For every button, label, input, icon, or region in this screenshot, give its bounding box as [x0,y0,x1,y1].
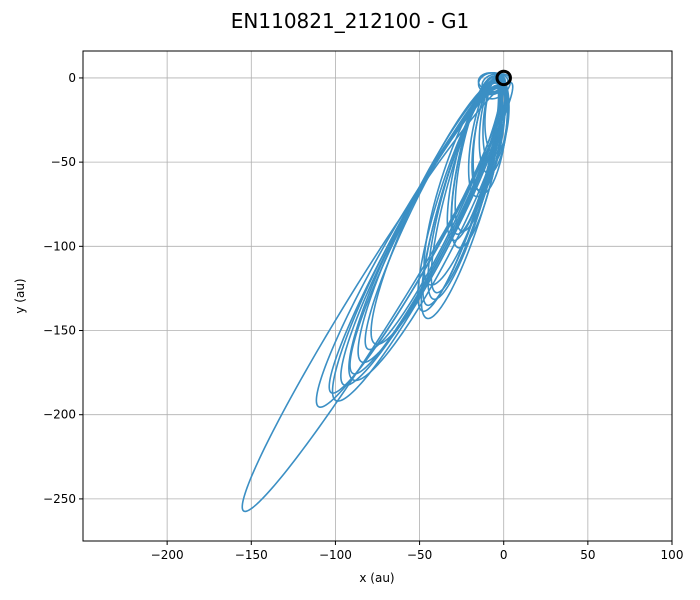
x-tick-label: 50 [580,548,595,562]
y-axis: −250 −200 −150 −100 −50 0 [43,71,83,506]
orbit-path [454,75,503,233]
orbit-path [364,81,502,351]
orbit-series [241,71,514,513]
orbit-path [477,72,503,91]
plot-frame [82,50,673,542]
x-tick-label: −200 [151,548,184,562]
x-tick-label: 100 [661,548,684,562]
x-tick-label: −150 [235,548,268,562]
y-tick-label: −200 [43,408,76,422]
y-tick-label: 0 [68,71,76,85]
chart-title: EN110821_212100 - G1 [231,9,469,33]
x-tick-label: −100 [319,548,352,562]
y-tick-label: −50 [51,155,76,169]
y-tick-label: −150 [43,324,76,338]
orbit-path [370,80,503,346]
orbit-path [328,85,504,394]
x-tick-label: 0 [500,548,508,562]
x-axis: −200 −150 −100 −50 0 50 100 [151,541,684,562]
x-axis-label: x (au) [359,571,394,585]
y-axis-label: y (au) [13,278,27,313]
central-body-marker [495,69,512,87]
plot-area [241,69,514,513]
x-tick-label: −50 [407,548,432,562]
y-tick-label: −250 [43,492,76,506]
orbit-path [450,75,504,249]
y-tick-label: −100 [43,239,76,253]
grid [83,51,673,541]
